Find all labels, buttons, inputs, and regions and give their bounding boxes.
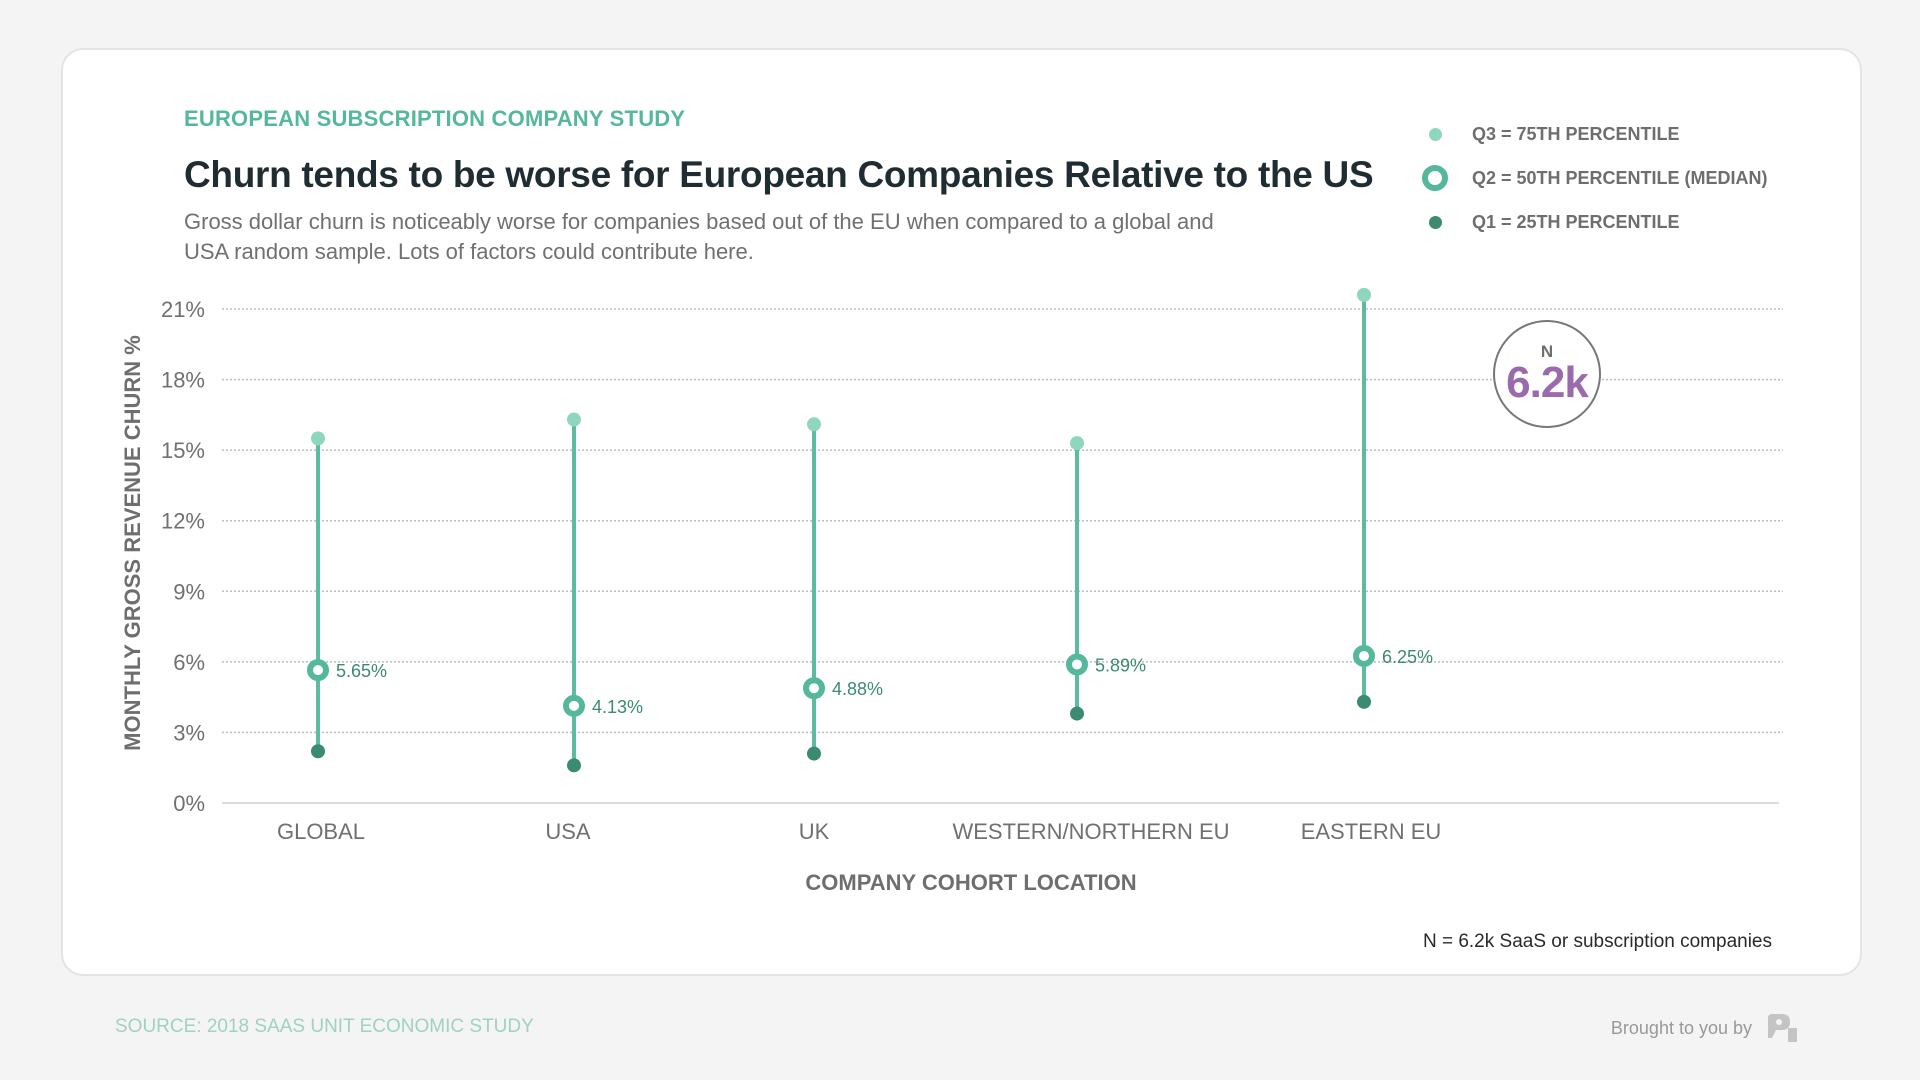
q1-point bbox=[1357, 694, 1371, 709]
profitwell-logo-icon[interactable] bbox=[1764, 1012, 1800, 1044]
x-tick-label: UK bbox=[799, 819, 830, 844]
chart-card bbox=[61, 48, 1862, 976]
median-point bbox=[1353, 644, 1375, 667]
sample-size-label: N bbox=[1540, 342, 1554, 361]
cohort-range-1: 4.13% bbox=[563, 412, 643, 773]
median-value-label: 5.89% bbox=[1095, 655, 1146, 675]
y-axis-ticks: 0% 3% 6% 9% 12% 15% 18% 21% bbox=[161, 297, 205, 816]
median-ring-icon bbox=[1420, 163, 1450, 193]
legend-label: Q2 = 50TH PERCENTILE (MEDIAN) bbox=[1472, 167, 1768, 188]
median-value-label: 4.13% bbox=[592, 697, 643, 717]
x-tick-label: USA bbox=[545, 819, 591, 844]
q3-point bbox=[807, 417, 821, 432]
cohort-range-0: 5.65% bbox=[307, 431, 387, 759]
x-tick-label: WESTERN/NORTHERN EU bbox=[952, 819, 1229, 844]
q3-point bbox=[1070, 436, 1084, 451]
legend-item-q3: Q3 = 75TH PERCENTILE bbox=[1420, 112, 1768, 156]
eyebrow-label: EUROPEAN SUBSCRIPTION COMPANY STUDY bbox=[184, 106, 686, 131]
q1-point bbox=[311, 744, 325, 759]
page-title: Churn tends to be worse for European Com… bbox=[184, 154, 1374, 195]
median-point bbox=[1066, 653, 1088, 676]
q1-dot-icon bbox=[1420, 207, 1450, 237]
q1-point bbox=[807, 746, 821, 761]
q1-point bbox=[1070, 706, 1084, 721]
legend-item-q1: Q1 = 25TH PERCENTILE bbox=[1420, 200, 1768, 244]
sample-footnote: N = 6.2k SaaS or subscription companies bbox=[1422, 931, 1772, 952]
y-tick-label: 12% bbox=[161, 509, 205, 534]
y-tick-label: 6% bbox=[173, 650, 205, 675]
data-marks: 5.65% 4.13% 4.88% 5.89% 6.25% bbox=[307, 287, 1433, 773]
source-credit: SOURCE: 2018 SAAS UNIT ECONOMIC STUDY bbox=[115, 1016, 534, 1037]
brand-credit: Brought to you by bbox=[1611, 1012, 1800, 1044]
y-tick-label: 9% bbox=[173, 579, 205, 604]
legend-label: Q1 = 25TH PERCENTILE bbox=[1472, 211, 1680, 232]
q3-dot-icon bbox=[1420, 119, 1450, 149]
median-value-label: 6.25% bbox=[1382, 647, 1433, 667]
cohort-range-4: 6.25% bbox=[1353, 287, 1433, 709]
legend-item-q2: Q2 = 50TH PERCENTILE (MEDIAN) bbox=[1420, 156, 1768, 200]
cohort-range-2: 4.88% bbox=[803, 417, 883, 761]
y-tick-label: 21% bbox=[161, 297, 205, 322]
sample-size-badge: N 6.2k bbox=[1493, 320, 1601, 428]
y-tick-label: 15% bbox=[161, 438, 205, 463]
chart-legend: Q3 = 75TH PERCENTILE Q2 = 50TH PERCENTIL… bbox=[1420, 112, 1768, 244]
q3-point bbox=[311, 431, 325, 446]
q3-point bbox=[567, 412, 581, 427]
x-tick-label: GLOBAL bbox=[277, 819, 365, 844]
q1-point bbox=[567, 758, 581, 773]
chart-subtitle: Gross dollar churn is noticeably worse f… bbox=[184, 209, 1214, 264]
brought-to-you-label: Brought to you by bbox=[1610, 1017, 1752, 1038]
y-tick-label: 0% bbox=[173, 791, 205, 816]
median-value-label: 5.65% bbox=[336, 661, 387, 681]
sample-size-value: 6.2k bbox=[1506, 358, 1589, 407]
x-axis-title: COMPANY COHORT LOCATION bbox=[805, 870, 1136, 895]
median-point bbox=[307, 659, 329, 682]
gridlines bbox=[222, 308, 1783, 804]
x-axis-ticks: GLOBAL USA UK WESTERN/NORTHERN EU EASTERN EU bbox=[277, 819, 1441, 844]
x-tick-label: EASTERN EU bbox=[1301, 819, 1442, 844]
y-axis-title: MONTHLY GROSS REVENUE CHURN % bbox=[120, 335, 145, 751]
cohort-range-3: 5.89% bbox=[1066, 436, 1146, 721]
y-tick-label: 18% bbox=[161, 368, 205, 393]
y-tick-label: 3% bbox=[173, 720, 205, 745]
legend-label: Q3 = 75TH PERCENTILE bbox=[1472, 123, 1680, 144]
median-point bbox=[803, 677, 825, 700]
q3-point bbox=[1357, 287, 1371, 302]
median-point bbox=[563, 694, 585, 717]
median-value-label: 4.88% bbox=[832, 679, 883, 699]
